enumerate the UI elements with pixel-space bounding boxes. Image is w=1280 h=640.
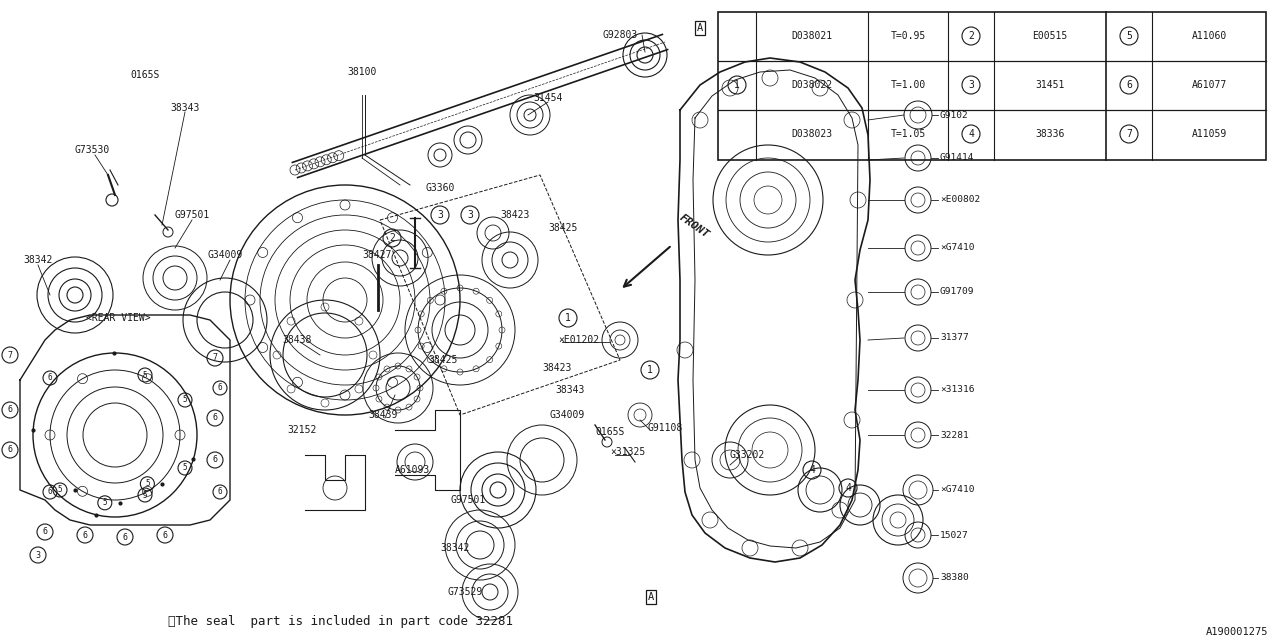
Text: G33202: G33202 — [730, 450, 765, 460]
Text: A190001275: A190001275 — [1206, 627, 1268, 637]
Text: G91709: G91709 — [940, 287, 974, 296]
Text: 38438: 38438 — [282, 335, 311, 345]
Text: G91108: G91108 — [648, 423, 684, 433]
Text: 5: 5 — [142, 371, 147, 380]
Text: 6: 6 — [8, 406, 13, 415]
Text: 38423: 38423 — [500, 210, 530, 220]
Text: A: A — [696, 23, 703, 33]
Text: 4: 4 — [968, 129, 974, 139]
Text: 0165S: 0165S — [595, 427, 625, 437]
Text: 32281: 32281 — [940, 431, 969, 440]
Text: 38343: 38343 — [170, 103, 200, 113]
Text: 0165S: 0165S — [131, 70, 160, 80]
Text: G97501: G97501 — [174, 210, 210, 220]
Text: 3: 3 — [36, 550, 41, 559]
Text: A61077: A61077 — [1192, 80, 1226, 90]
Text: 3: 3 — [968, 80, 974, 90]
Text: 38336: 38336 — [1036, 129, 1065, 139]
Text: 38380: 38380 — [940, 573, 969, 582]
Text: 38425: 38425 — [548, 223, 577, 233]
Text: A11059: A11059 — [1192, 129, 1226, 139]
Text: 7: 7 — [212, 353, 218, 362]
Text: 31377: 31377 — [940, 333, 969, 342]
Text: 6: 6 — [218, 488, 223, 497]
Text: 3: 3 — [436, 210, 443, 220]
Text: ×G7410: ×G7410 — [940, 243, 974, 253]
Text: 5: 5 — [183, 463, 187, 472]
Text: FRONT: FRONT — [678, 212, 712, 240]
Text: 6: 6 — [47, 374, 52, 383]
Text: G91414: G91414 — [940, 154, 974, 163]
Text: 38439: 38439 — [369, 410, 397, 420]
Text: G92803: G92803 — [603, 30, 637, 40]
Text: 1: 1 — [648, 365, 653, 375]
Text: 7: 7 — [8, 351, 13, 360]
Text: 5: 5 — [102, 499, 108, 508]
Text: 6: 6 — [1126, 80, 1132, 90]
Text: 38423: 38423 — [541, 363, 571, 373]
Text: 15027: 15027 — [940, 531, 969, 540]
Text: 6: 6 — [123, 532, 128, 541]
Text: <REAR VIEW>: <REAR VIEW> — [86, 313, 150, 323]
Text: 6: 6 — [212, 456, 218, 465]
Text: 6: 6 — [212, 413, 218, 422]
Text: G97501: G97501 — [451, 495, 485, 505]
Text: ×G7410: ×G7410 — [940, 486, 974, 495]
Text: 3: 3 — [467, 210, 472, 220]
Text: D038022: D038022 — [791, 80, 832, 90]
Text: A61093: A61093 — [394, 465, 430, 475]
Text: ×31325: ×31325 — [611, 447, 645, 457]
Text: 38342: 38342 — [23, 255, 52, 265]
Text: 6: 6 — [42, 527, 47, 536]
Text: A: A — [648, 592, 654, 602]
Text: 6: 6 — [8, 445, 13, 454]
Text: A11060: A11060 — [1192, 31, 1226, 41]
Text: 6: 6 — [218, 383, 223, 392]
Text: ×E00802: ×E00802 — [940, 195, 980, 205]
Text: T=1.05: T=1.05 — [891, 129, 925, 139]
Text: ※The seal  part is included in part code 32281: ※The seal part is included in part code … — [168, 616, 512, 628]
Text: 38427: 38427 — [362, 250, 392, 260]
Text: 6: 6 — [47, 488, 52, 497]
Bar — [718, 12, 1266, 160]
Text: 6: 6 — [82, 531, 87, 540]
Text: D038021: D038021 — [791, 31, 832, 41]
Text: G73529: G73529 — [448, 587, 483, 597]
Text: 31451: 31451 — [1036, 80, 1065, 90]
Text: G3360: G3360 — [425, 183, 454, 193]
Text: 2: 2 — [968, 31, 974, 41]
Text: ×31316: ×31316 — [940, 385, 974, 394]
Text: 38425: 38425 — [428, 355, 457, 365]
Text: 38342: 38342 — [440, 543, 470, 553]
Text: 5: 5 — [145, 479, 150, 488]
Text: 38343: 38343 — [556, 385, 585, 395]
Text: G34009: G34009 — [550, 410, 585, 420]
Text: G9102: G9102 — [940, 111, 969, 120]
Text: 2: 2 — [389, 233, 396, 243]
Text: T=1.00: T=1.00 — [891, 80, 925, 90]
Text: 7: 7 — [1126, 129, 1132, 139]
Text: 6: 6 — [163, 531, 168, 540]
Text: 5: 5 — [1126, 31, 1132, 41]
Text: T=0.95: T=0.95 — [891, 31, 925, 41]
Text: 5: 5 — [183, 396, 187, 404]
Text: G34009: G34009 — [207, 250, 243, 260]
Text: 32152: 32152 — [287, 425, 316, 435]
Text: 38100: 38100 — [347, 67, 376, 77]
Text: D038023: D038023 — [791, 129, 832, 139]
Text: 31454: 31454 — [534, 93, 563, 103]
Text: 1: 1 — [733, 80, 740, 90]
Text: ×E01202: ×E01202 — [558, 335, 599, 345]
Text: 4: 4 — [845, 483, 851, 493]
Text: 1: 1 — [564, 313, 571, 323]
Text: 4: 4 — [809, 465, 815, 475]
Text: G73530: G73530 — [74, 145, 110, 155]
Text: 5: 5 — [58, 486, 63, 495]
Text: 5: 5 — [142, 490, 147, 499]
Text: E00515: E00515 — [1033, 31, 1068, 41]
